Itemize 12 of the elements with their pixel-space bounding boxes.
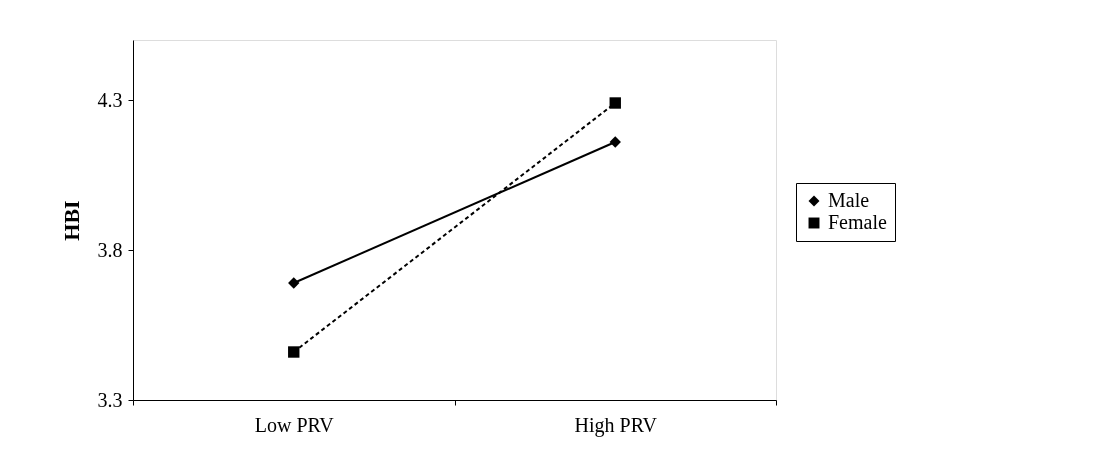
y-tick-label: 3.3 bbox=[97, 388, 123, 411]
y-tick-label: 3.8 bbox=[97, 238, 123, 261]
legend-label: Male bbox=[828, 189, 870, 211]
point bbox=[288, 277, 300, 289]
point bbox=[609, 136, 621, 148]
legend-label: Female bbox=[828, 211, 887, 233]
x-tick-label: High PRV bbox=[574, 413, 658, 437]
y-axis-title: HBI bbox=[58, 200, 84, 241]
point bbox=[288, 346, 300, 358]
point bbox=[609, 97, 621, 109]
y-tick-label: 4.3 bbox=[97, 88, 123, 111]
x-tick-label: Low PRV bbox=[254, 413, 335, 436]
